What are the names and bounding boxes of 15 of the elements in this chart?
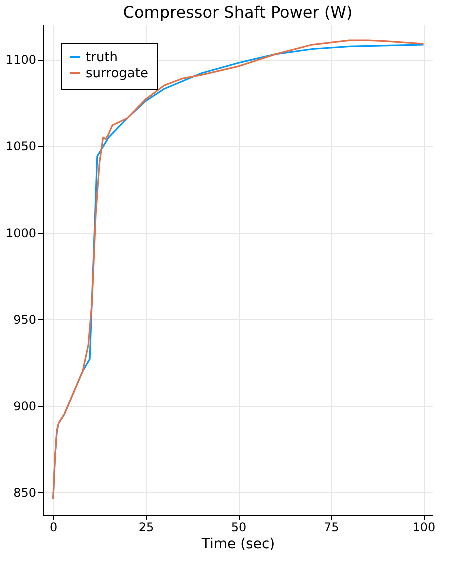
chart-title: Compressor Shaft Power (W) xyxy=(123,3,353,22)
x-axis-title: Time (sec) xyxy=(200,536,276,552)
y-tick-label: 1050 xyxy=(6,140,36,154)
y-tick-label: 950 xyxy=(14,312,36,327)
x-tick-label: 25 xyxy=(138,520,154,534)
x-tick-label: 75 xyxy=(324,520,340,534)
y-tick-label: 1000 xyxy=(6,226,36,240)
legend-label: surrogate xyxy=(86,66,148,82)
y-tick-label: 900 xyxy=(14,399,36,414)
y-tick-label: 850 xyxy=(14,486,36,500)
x-tick-label: 100 xyxy=(412,520,436,534)
x-tick-label: 0 xyxy=(50,520,58,534)
y-tick-label: 1100 xyxy=(6,53,36,68)
legend-label: truth xyxy=(86,50,118,66)
x-tick-label: 50 xyxy=(231,520,247,534)
